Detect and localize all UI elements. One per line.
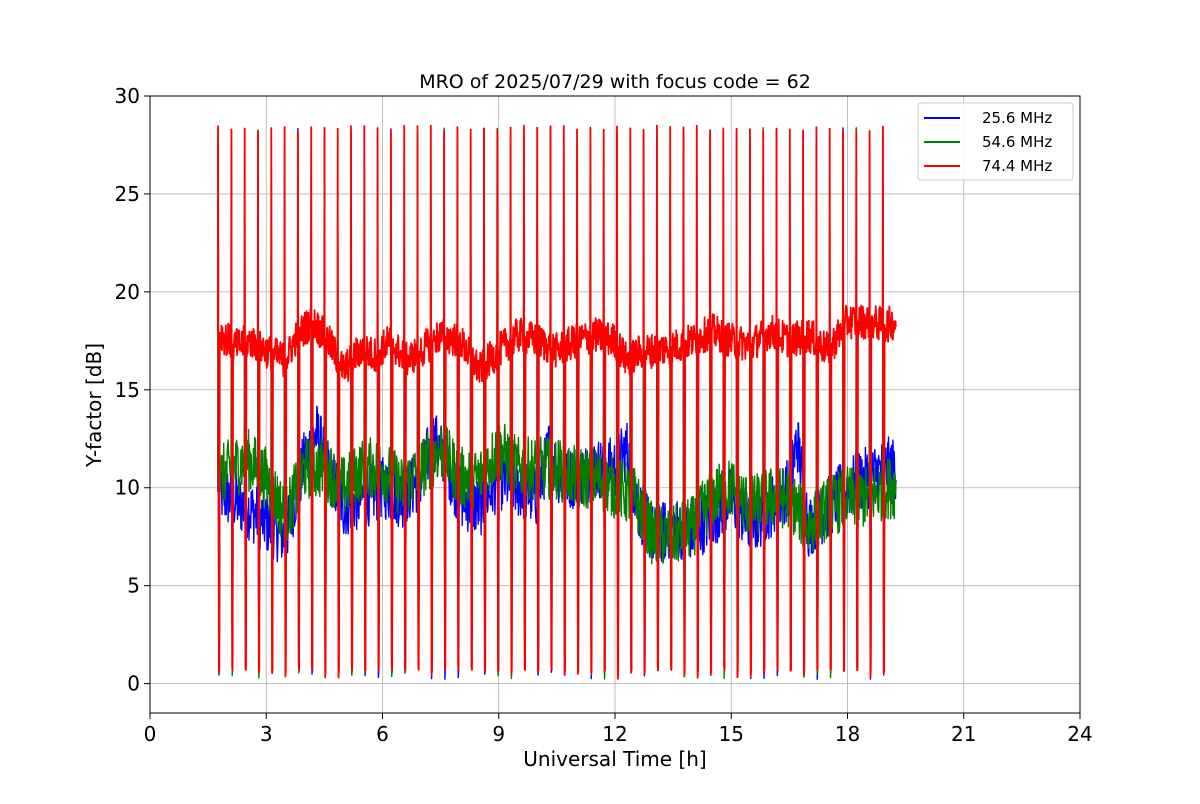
legend-label-1: 25.6 MHz [982,109,1052,127]
y-tick-label: 5 [127,574,140,598]
plot-area [216,124,897,680]
y-tick-label: 15 [115,378,140,402]
x-tick-label: 12 [602,722,627,746]
x-tick-label: 3 [260,722,273,746]
x-tick-label: 15 [719,722,744,746]
x-axis-ticks: 0 3 6 9 12 15 18 21 24 [144,713,1093,746]
series-line-2 [217,127,897,680]
x-tick-label: 9 [492,722,505,746]
y-axis-ticks: 0 5 10 15 20 25 30 [115,84,150,696]
legend: 25.6 MHz 54.6 MHz 74.4 MHz [917,102,1074,181]
legend-label-2: 54.6 MHz [982,133,1052,151]
x-tick-label: 24 [1067,722,1092,746]
x-axis-label: Universal Time [h] [523,747,706,771]
chart-title: MRO of 2025/07/29 with focus code = 62 [419,71,811,93]
y-tick-label: 20 [115,280,140,304]
legend-label-3: 74.4 MHz [982,157,1052,175]
y-tick-label: 30 [115,84,140,108]
y-tick-label: 25 [115,182,140,206]
series-line-3 [216,124,897,680]
legend-box [917,102,1074,181]
x-tick-label: 21 [951,722,976,746]
x-tick-label: 18 [835,722,860,746]
series-layer [216,124,897,680]
x-tick-label: 0 [144,722,157,746]
x-tick-label: 6 [376,722,389,746]
y-tick-label: 10 [115,476,140,500]
y-axis-label: Y-factor [dB] [82,343,106,468]
y-tick-label: 0 [127,672,140,696]
